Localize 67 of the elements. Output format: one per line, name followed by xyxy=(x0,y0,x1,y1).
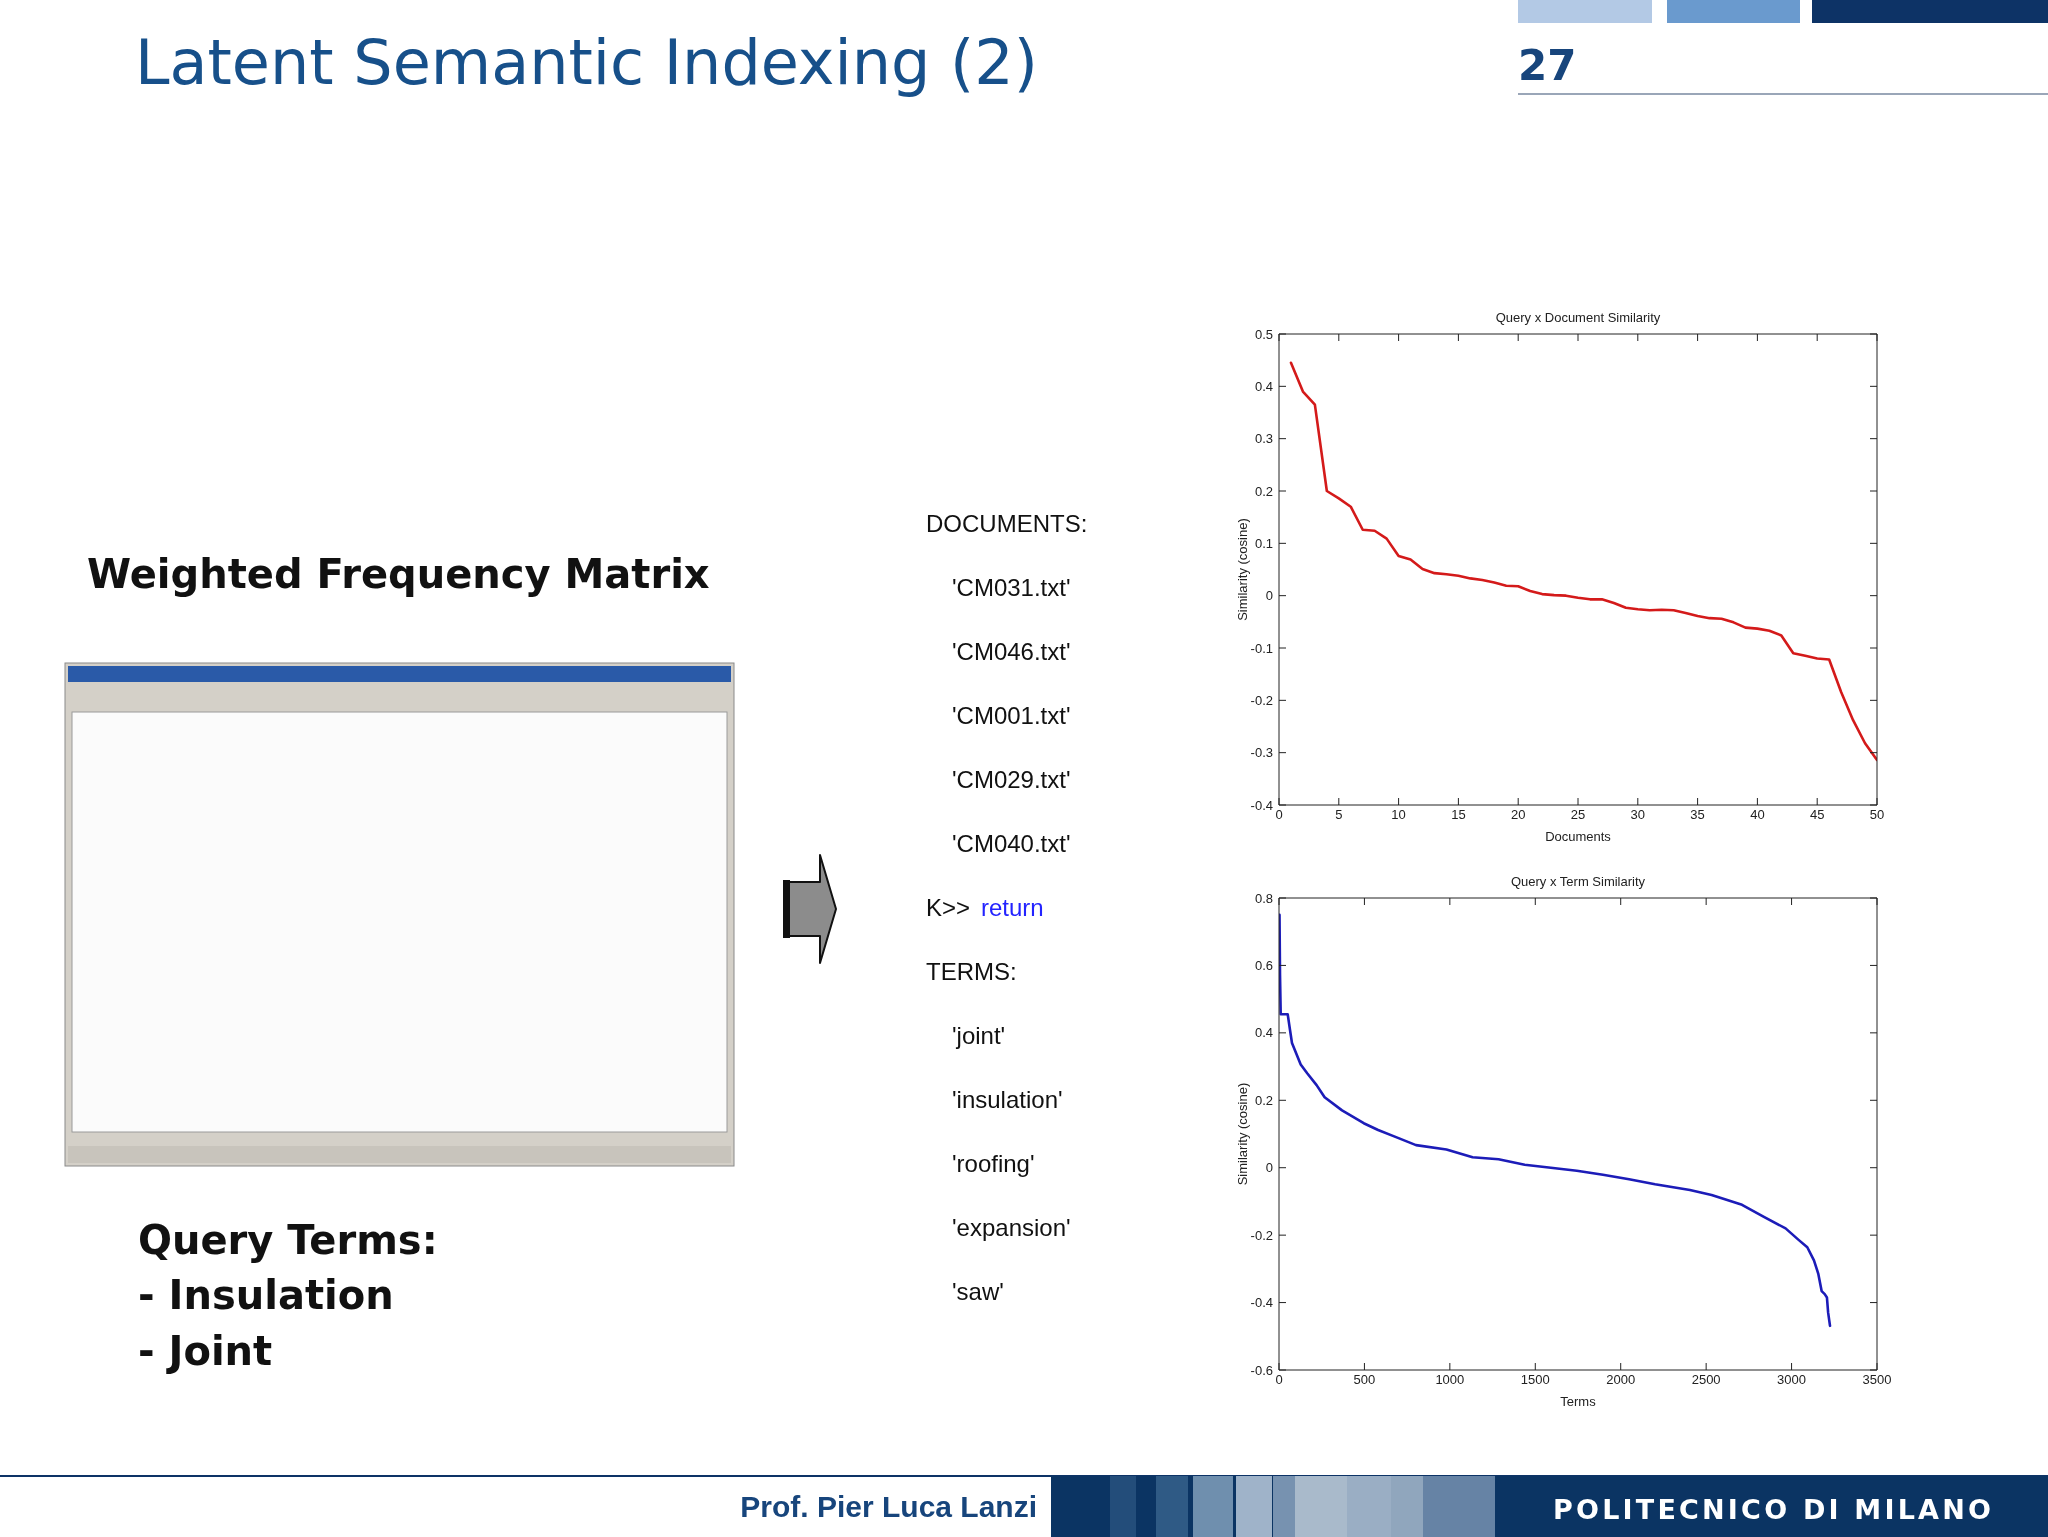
x-tick-label: 500 xyxy=(1353,1372,1376,1388)
x-tick-label: 40 xyxy=(1750,807,1765,823)
x-tick-label: 3000 xyxy=(1777,1372,1807,1388)
y-tick-label: 0.3 xyxy=(1254,431,1273,447)
text: return xyxy=(981,894,1044,921)
text: - Joint xyxy=(138,1328,273,1374)
x-tick-label: 1500 xyxy=(1520,1372,1550,1388)
text: 'joint' xyxy=(952,1022,1006,1049)
y-tick-label: 0.8 xyxy=(1254,890,1273,906)
x-tick-label: 0 xyxy=(1275,1372,1283,1388)
x-tick-label: 30 xyxy=(1630,807,1646,823)
y-tick-label: 0.6 xyxy=(1254,958,1273,974)
y-axis-title: Similarity (cosine) xyxy=(1234,1082,1250,1186)
x-axis-title: Documents xyxy=(1545,829,1612,844)
x-tick-label: 45 xyxy=(1809,807,1825,823)
text: K>> xyxy=(926,894,971,921)
chart-title: Query x Document Similarity xyxy=(1494,310,1662,326)
y-tick-label: -0.4 xyxy=(1250,797,1273,813)
text: 'CM001.txt' xyxy=(952,702,1071,729)
y-tick-label: 0 xyxy=(1265,1160,1273,1176)
y-tick-label: -0.3 xyxy=(1250,745,1273,761)
y-tick-label: -0.4 xyxy=(1250,1295,1273,1311)
text: TERMS: xyxy=(926,958,1017,985)
text: - Insulation xyxy=(138,1272,394,1318)
x-tick-label: 2000 xyxy=(1606,1372,1636,1388)
y-tick-label: -0.6 xyxy=(1250,1362,1273,1378)
y-tick-label: 0.5 xyxy=(1254,326,1273,342)
text: 'expansion' xyxy=(952,1214,1071,1241)
x-tick-label: 2500 xyxy=(1691,1372,1721,1388)
x-tick-label: 35 xyxy=(1690,807,1705,823)
text: 'CM040.txt' xyxy=(952,830,1071,857)
x-axis-title: Terms xyxy=(1560,1394,1597,1409)
text: 'CM046.txt' xyxy=(952,638,1071,665)
x-tick-label: 20 xyxy=(1510,807,1526,823)
y-tick-label: 0.1 xyxy=(1254,535,1273,551)
text: 'CM029.txt' xyxy=(952,766,1071,793)
x-tick-label: 15 xyxy=(1451,807,1466,823)
x-tick-label: 25 xyxy=(1570,807,1586,823)
y-axis-title: Similarity (cosine) xyxy=(1234,518,1250,621)
text: 'saw' xyxy=(952,1278,1004,1305)
text: 'CM031.txt' xyxy=(952,574,1071,601)
line-series xyxy=(1279,913,1832,1328)
x-tick-label: 3500 xyxy=(1862,1372,1892,1388)
y-tick-label: 0.4 xyxy=(1254,1025,1273,1041)
text: 27 xyxy=(1518,41,1577,90)
y-tick-label: 0 xyxy=(1265,588,1273,604)
x-tick-label: 0 xyxy=(1275,807,1283,823)
y-tick-label: 0.2 xyxy=(1254,483,1273,499)
text: Latent Semantic Indexing (2) xyxy=(135,26,1038,99)
y-tick-label: 0.4 xyxy=(1254,378,1273,394)
chart-title: Query x Term Similarity xyxy=(1509,874,1647,890)
y-tick-label: -0.2 xyxy=(1250,692,1273,708)
x-tick-label: 50 xyxy=(1869,807,1885,823)
text: Query Terms: xyxy=(138,1217,438,1263)
text: Weighted Frequency Matrix xyxy=(87,551,710,597)
y-tick-label: 0.2 xyxy=(1254,1092,1273,1108)
y-tick-label: -0.1 xyxy=(1250,640,1273,656)
x-tick-label: 1000 xyxy=(1435,1372,1465,1388)
text: DOCUMENTS: xyxy=(926,510,1088,537)
text: 'roofing' xyxy=(952,1150,1035,1177)
text: Prof. Pier Luca Lanzi xyxy=(740,1490,1037,1523)
x-tick-label: 5 xyxy=(1335,807,1343,823)
line-series xyxy=(1289,361,1877,762)
x-tick-label: 10 xyxy=(1391,807,1406,823)
y-tick-label: -0.2 xyxy=(1250,1227,1273,1243)
text: POLITECNICO DI MILANO xyxy=(1553,1494,1995,1525)
text: 'insulation' xyxy=(952,1086,1063,1113)
